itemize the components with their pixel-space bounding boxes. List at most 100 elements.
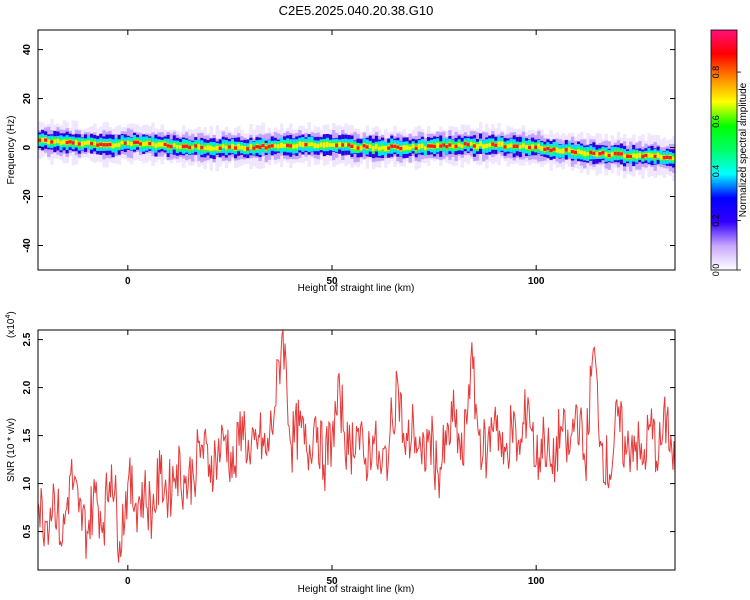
spectrogram-cell bbox=[610, 152, 615, 157]
spectrogram-cell bbox=[500, 141, 504, 147]
spectrogram-cell bbox=[307, 142, 311, 147]
spectrogram-cell bbox=[154, 143, 158, 148]
spectrogram-cell bbox=[558, 149, 563, 154]
spectrogram-cell bbox=[221, 144, 226, 149]
spectrogram-cell bbox=[518, 145, 523, 149]
spectrogram-cell bbox=[353, 144, 357, 150]
snr-scale-base: (x10 bbox=[6, 318, 17, 338]
spectrogram-cell bbox=[555, 147, 560, 153]
x-tick-label: 0 bbox=[125, 576, 131, 587]
y-tick-label: 0 bbox=[22, 144, 33, 150]
spectrogram-cell bbox=[53, 139, 57, 144]
colorbar-bar bbox=[710, 29, 738, 271]
spectrogram-cell bbox=[129, 141, 134, 146]
spectrogram-cell bbox=[451, 144, 455, 148]
snr-x-label: Height of straight line (km) bbox=[298, 584, 415, 595]
spectrogram-y-ticks: -40 -20 0 20 40 bbox=[22, 44, 675, 253]
spectrogram-cell bbox=[313, 143, 318, 149]
spectrogram-cell bbox=[142, 142, 146, 147]
x-tick-label: 0 bbox=[125, 276, 131, 287]
spectrogram-cell bbox=[93, 141, 97, 145]
spectrogram-cell bbox=[74, 139, 79, 146]
spectrogram-cell bbox=[659, 154, 664, 160]
spectrogram-cell bbox=[316, 143, 321, 148]
spectrogram-cell bbox=[249, 143, 253, 150]
spectrogram-cell bbox=[381, 146, 385, 150]
snr-frame bbox=[37, 329, 676, 571]
y-tick-label: 20 bbox=[22, 93, 33, 105]
spectrogram-cell bbox=[145, 141, 149, 146]
y-tick-label: 0.5 bbox=[22, 524, 33, 538]
x-tick-label: 50 bbox=[326, 576, 338, 587]
spectrogram-cell bbox=[402, 145, 406, 151]
spectrogram-cell bbox=[157, 142, 161, 147]
spectrogram-cell bbox=[120, 140, 125, 145]
spectrogram-cell bbox=[338, 142, 342, 147]
spectrogram-cell bbox=[172, 143, 177, 147]
spectrogram-cell bbox=[583, 151, 587, 157]
x-tick-label: 100 bbox=[528, 276, 545, 287]
spectrogram-x-ticks: 0 50 100 bbox=[125, 30, 545, 287]
spectrogram-cell bbox=[408, 146, 413, 151]
y-tick-label: -40 bbox=[22, 238, 33, 253]
spectrogram-cell bbox=[295, 143, 299, 149]
y-tick-label: 40 bbox=[22, 44, 33, 56]
spectrogram-cell bbox=[151, 142, 155, 147]
spectrogram-cell bbox=[117, 142, 122, 148]
spectrogram-cell bbox=[509, 143, 514, 148]
spectrogram-cell bbox=[175, 145, 180, 149]
spectrogram-cell bbox=[506, 144, 511, 148]
spectrogram-cell bbox=[423, 146, 428, 150]
spectrogram-cell bbox=[126, 140, 131, 145]
spectrogram-cell bbox=[276, 144, 281, 149]
spectrogram-cell bbox=[436, 142, 440, 148]
spectrogram-cell bbox=[243, 146, 247, 151]
spectrogram-cell bbox=[197, 144, 201, 150]
spectrogram-cell bbox=[497, 141, 501, 147]
spectrogram-cell bbox=[322, 142, 327, 148]
spectrogram-cell bbox=[240, 145, 244, 150]
spectrogram-cell bbox=[114, 143, 119, 147]
snr-scale-suffix: ) bbox=[6, 311, 17, 314]
spectrogram-cell bbox=[479, 141, 483, 147]
spectrogram-cell bbox=[540, 146, 544, 151]
spectrogram-cell bbox=[56, 138, 60, 144]
colorbar: 0.0 0.2 0.4 0.6 0.8 Normalized spectral ampl… bbox=[710, 29, 749, 276]
spectrogram-cell bbox=[41, 137, 45, 143]
spectrogram-cell bbox=[230, 143, 235, 149]
spectrogram-cell bbox=[215, 145, 220, 151]
snr-scale-exponent: 4 bbox=[5, 315, 12, 319]
spectrogram-cell bbox=[371, 145, 376, 151]
snr-y-label: SNR (10 * v/v) bbox=[6, 418, 17, 482]
spectrogram-cell bbox=[537, 143, 541, 149]
spectrogram-cell bbox=[377, 146, 382, 151]
y-tick-label: 1.5 bbox=[22, 428, 33, 442]
colorbar-tick-label: 0.2 bbox=[711, 214, 721, 227]
spectrogram-cell bbox=[405, 145, 409, 150]
x-tick-label: 50 bbox=[326, 276, 338, 287]
snr-panel: 0 50 100 0.5 1.0 1.5 2.0 2.5 Height of straigh… bbox=[5, 311, 676, 595]
colorbar-label: Normalized spectral amplitude bbox=[738, 82, 749, 217]
spectrogram-cell bbox=[417, 143, 422, 150]
spectrogram-cell bbox=[531, 144, 535, 149]
spectrogram-cell bbox=[482, 144, 486, 149]
colorbar-ticks: 0.0 0.2 0.4 0.6 0.8 bbox=[711, 66, 741, 276]
spectrogram-cell bbox=[647, 152, 651, 158]
spectrogram-cell bbox=[521, 143, 526, 148]
spectrogram-cell bbox=[604, 152, 609, 157]
spectrogram-cell bbox=[160, 142, 164, 147]
spectrogram-cell bbox=[488, 143, 492, 148]
colorbar-tick-label: 0.6 bbox=[711, 115, 721, 128]
spectrogram-y-label: Frequency (Hz) bbox=[6, 116, 17, 185]
spectrogram-cell bbox=[457, 142, 462, 147]
spectrogram-cell bbox=[212, 146, 217, 151]
spectrogram-cell bbox=[344, 142, 348, 147]
snr-series-line bbox=[38, 330, 675, 563]
spectrogram-cell bbox=[298, 141, 302, 147]
snr-y-ticks: 0.5 1.0 1.5 2.0 2.5 bbox=[22, 332, 675, 539]
spectrogram-cell bbox=[301, 141, 305, 148]
spectrogram-cell bbox=[632, 153, 636, 158]
spectrogram-cell bbox=[561, 148, 566, 154]
spectrogram-cell bbox=[374, 144, 379, 150]
